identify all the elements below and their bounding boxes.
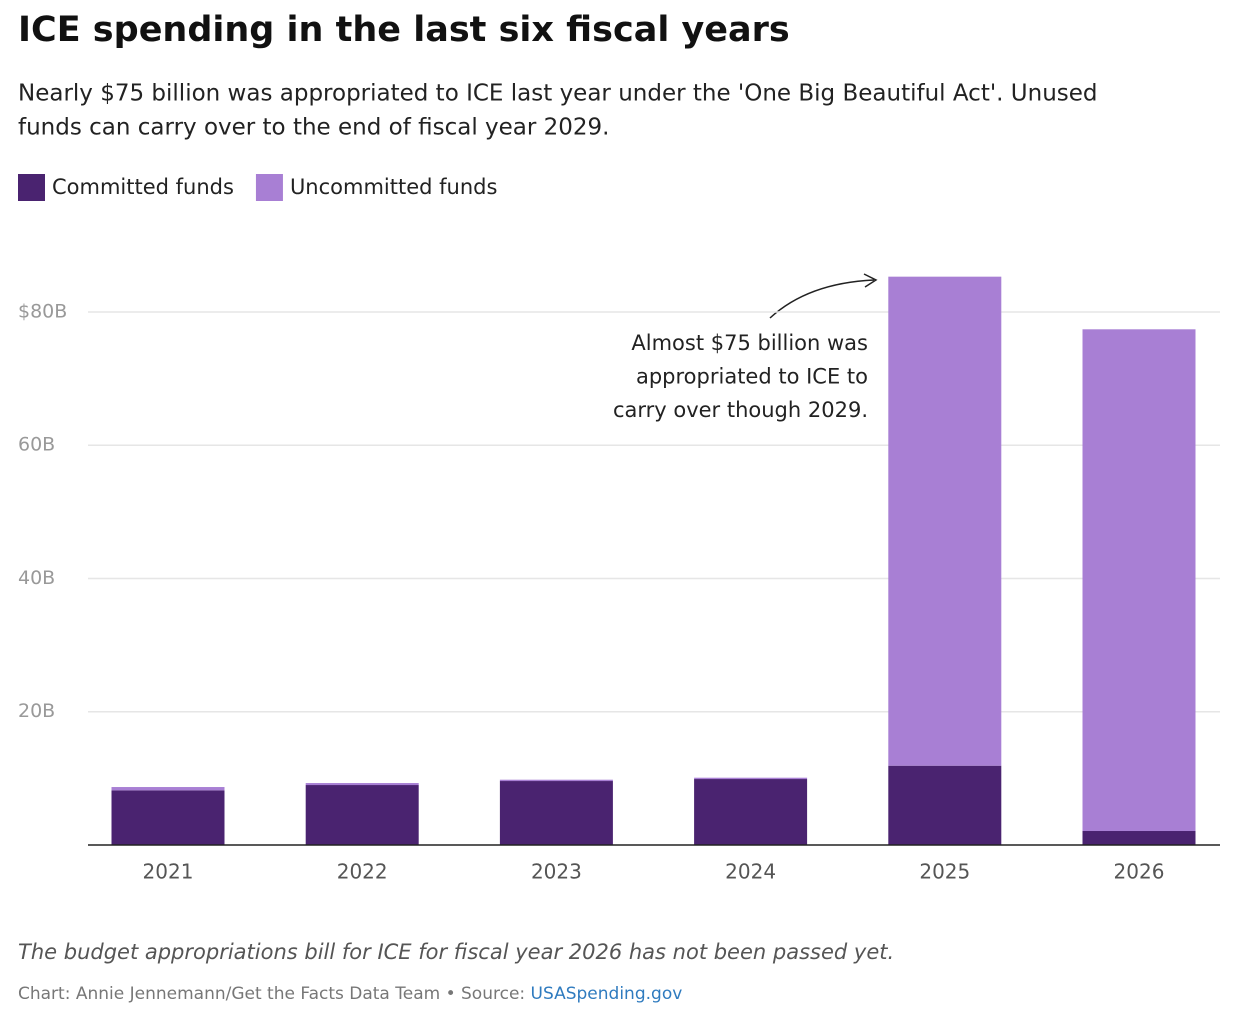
- y-tick-label: 40B: [18, 567, 55, 589]
- credit-text: Chart: Annie Jennemann/Get the Facts Dat…: [18, 984, 531, 1004]
- chart-title: ICE spending in the last six fiscal year…: [18, 10, 790, 50]
- x-tick-label: 2023: [531, 860, 582, 884]
- x-tick-label: 2021: [143, 860, 194, 884]
- annotation: appropriated to ICE to: [636, 365, 868, 389]
- annotation: carry over though 2029.: [613, 398, 868, 422]
- x-tick-label: 2026: [1114, 860, 1165, 884]
- bar-segment: [111, 790, 225, 845]
- legend-swatch: [255, 174, 283, 201]
- annotation-arrowhead: [863, 273, 878, 288]
- credit: Chart: Annie Jennemann/Get the Facts Dat…: [18, 984, 682, 1004]
- x-tick-label: 2022: [337, 860, 388, 884]
- y-tick-label: 20B: [18, 700, 55, 722]
- note: The budget appropriations bill for ICE f…: [18, 940, 894, 964]
- y-tick-label: $80B: [18, 300, 67, 322]
- bar-segment: [1082, 329, 1196, 832]
- legend-label: Committed funds: [52, 175, 234, 199]
- x-tick-label: 2024: [725, 860, 776, 884]
- annotation-arrow: [769, 279, 875, 319]
- legend-label: Uncommitted funds: [290, 175, 498, 199]
- source-link: USASpending.gov: [531, 984, 683, 1004]
- legend-swatch: [18, 174, 45, 201]
- bar-segment: [111, 787, 225, 791]
- bar-segment: [888, 765, 1002, 845]
- bar-segment: [888, 276, 1002, 766]
- bar-segment: [499, 781, 613, 845]
- annotation: Almost $75 billion was: [631, 331, 868, 355]
- bar-segment: [1082, 831, 1196, 845]
- x-tick-label: 2025: [919, 860, 970, 884]
- subtitle: funds can carry over to the end of fisca…: [18, 115, 610, 141]
- y-tick-label: 60B: [18, 434, 55, 456]
- bar-segment: [305, 785, 419, 845]
- bar-segment: [694, 779, 808, 845]
- bar-segment: [305, 783, 419, 786]
- bar-segment: [499, 779, 613, 782]
- bar-segment: [694, 777, 808, 780]
- subtitle: Nearly $75 billion was appropriated to I…: [18, 81, 1098, 107]
